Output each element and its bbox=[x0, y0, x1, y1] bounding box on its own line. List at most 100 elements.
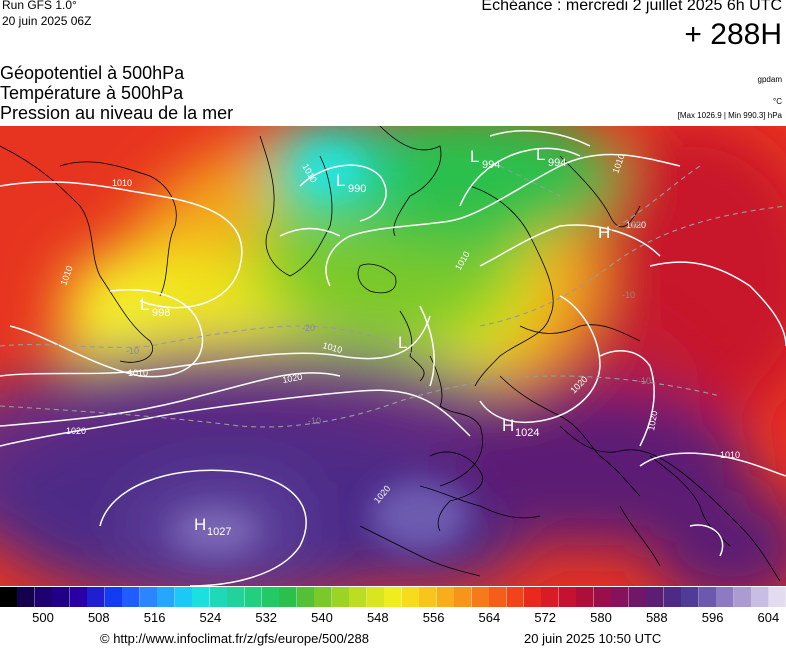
high-value: 1027 bbox=[207, 526, 231, 538]
scale-label: 524 bbox=[199, 610, 222, 625]
scale-swatch bbox=[87, 587, 106, 607]
scale-swatch bbox=[489, 587, 508, 607]
low-pressure-center: L 994 bbox=[470, 147, 500, 171]
isotherm-label: -10 bbox=[638, 376, 651, 386]
forecast-hour: + 288H bbox=[684, 18, 782, 51]
scale-swatch bbox=[593, 587, 612, 607]
scale-label: 540 bbox=[311, 610, 333, 625]
scale-swatch bbox=[69, 587, 88, 607]
low-symbol: L bbox=[336, 171, 345, 190]
isobar-label: 1010 bbox=[128, 368, 148, 378]
scale-swatch bbox=[628, 587, 647, 607]
scale-label: 588 bbox=[645, 610, 668, 625]
scale-swatch bbox=[0, 587, 18, 607]
isobar-label: 1020 bbox=[282, 372, 303, 385]
colour-scale-labels: 500 508 516 524 532 540 548 556 564 572 580 588 596 6… bbox=[0, 610, 786, 626]
scale-swatch bbox=[244, 587, 263, 607]
parameter-temperature: Température à 500hPa bbox=[0, 83, 184, 103]
geopotential-field bbox=[0, 126, 786, 586]
isobar-label: 1010 bbox=[112, 178, 132, 188]
isotherm-label: -20 bbox=[628, 220, 641, 230]
low-value: 994 bbox=[548, 157, 566, 169]
unit-geopotential: gpdam bbox=[757, 75, 782, 84]
scale-swatch bbox=[681, 587, 700, 607]
scale-swatch bbox=[436, 587, 455, 607]
isobar-label: 1020 bbox=[646, 410, 659, 431]
scale-swatch bbox=[209, 587, 228, 607]
scale-swatch bbox=[558, 587, 577, 607]
low-value: 990 bbox=[348, 183, 366, 195]
high-symbol: H bbox=[598, 223, 610, 242]
high-value: 1024 bbox=[515, 427, 539, 439]
scale-swatch bbox=[296, 587, 315, 607]
scale-label: 508 bbox=[87, 610, 110, 625]
scale-label: 516 bbox=[143, 610, 166, 625]
scale-swatch bbox=[751, 587, 770, 607]
scale-swatch bbox=[698, 587, 717, 607]
scale-swatch bbox=[646, 587, 665, 607]
parameter-pressure: Pression au niveau de la mer bbox=[0, 103, 234, 123]
scale-swatch bbox=[262, 587, 280, 607]
scale-swatch bbox=[768, 587, 786, 607]
run-date: 20 juin 2025 06Z bbox=[2, 14, 92, 28]
scale-swatch bbox=[471, 587, 490, 607]
scale-swatch bbox=[174, 587, 193, 607]
scale-label: 548 bbox=[366, 610, 389, 625]
low-value: 994 bbox=[482, 159, 500, 171]
unit-pressure-range: [Max 1026.9 | Min 990.3] hPa bbox=[677, 111, 782, 120]
isobars bbox=[0, 130, 786, 586]
high-pressure-center: H 1027 bbox=[194, 515, 231, 538]
scale-swatch bbox=[454, 587, 473, 607]
low-symbol: L bbox=[470, 147, 479, 166]
scale-label: 564 bbox=[478, 610, 501, 625]
scale-swatch bbox=[419, 587, 438, 607]
isobar-label: 1020 bbox=[626, 220, 646, 230]
low-pressure-center: L bbox=[398, 333, 407, 352]
scale-swatch bbox=[366, 587, 385, 607]
scale-swatch bbox=[506, 587, 525, 607]
low-value: 998 bbox=[152, 307, 170, 319]
scale-swatch bbox=[384, 587, 403, 607]
scale-swatch bbox=[104, 587, 123, 607]
isotherms bbox=[0, 165, 786, 428]
pressure-centers: L 990 L 994 L 994 L 998 L H 1024 H 1027 … bbox=[140, 145, 610, 538]
low-pressure-center: L 998 bbox=[140, 295, 170, 319]
low-symbol: L bbox=[140, 295, 149, 314]
isotherm-label: -10 bbox=[126, 346, 139, 356]
scale-swatch bbox=[279, 587, 298, 607]
low-symbol: L bbox=[536, 145, 545, 164]
scale-swatch bbox=[17, 587, 36, 607]
scale-swatch bbox=[349, 587, 368, 607]
high-pressure-center: H bbox=[598, 223, 610, 242]
isobar-label: 1010 bbox=[720, 450, 740, 460]
scale-swatch bbox=[401, 587, 420, 607]
scale-swatch bbox=[34, 587, 53, 607]
scale-swatch bbox=[611, 587, 630, 607]
low-pressure-center: L 990 bbox=[336, 171, 366, 195]
scale-swatch bbox=[192, 587, 211, 607]
scale-label: 604 bbox=[757, 610, 780, 625]
scale-swatch bbox=[524, 587, 542, 607]
isotherm-label: -10 bbox=[622, 290, 635, 300]
unit-temperature: °C bbox=[773, 97, 782, 106]
forecast-valid-time: Echéance : mercredi 2 juillet 2025 6h UT… bbox=[481, 0, 782, 14]
scale-label: 580 bbox=[590, 610, 612, 625]
scale-swatch bbox=[122, 587, 141, 607]
weather-map: L 990 L 994 L 994 L 998 L H 1024 H 1027 … bbox=[0, 126, 786, 586]
parameter-geopotential: Géopotentiel à 500hPa bbox=[0, 63, 185, 83]
scale-swatch bbox=[157, 587, 176, 607]
scale-swatch bbox=[716, 587, 735, 607]
copyright-link[interactable]: © http://www.infoclimat.fr/z/gfs/europe/… bbox=[100, 631, 369, 646]
scale-swatch bbox=[52, 587, 71, 607]
scale-label: 572 bbox=[534, 610, 557, 625]
scale-swatch bbox=[576, 587, 595, 607]
scale-label: 532 bbox=[255, 610, 278, 625]
scale-swatch bbox=[331, 587, 350, 607]
low-pressure-center: L 994 bbox=[536, 145, 566, 169]
scale-swatch bbox=[733, 587, 752, 607]
run-label: Run GFS 1.0° bbox=[2, 0, 77, 12]
colour-scale bbox=[0, 587, 786, 607]
high-pressure-center: H 1024 bbox=[502, 416, 539, 439]
high-symbol: H bbox=[194, 515, 206, 534]
scale-label: 556 bbox=[422, 610, 445, 625]
